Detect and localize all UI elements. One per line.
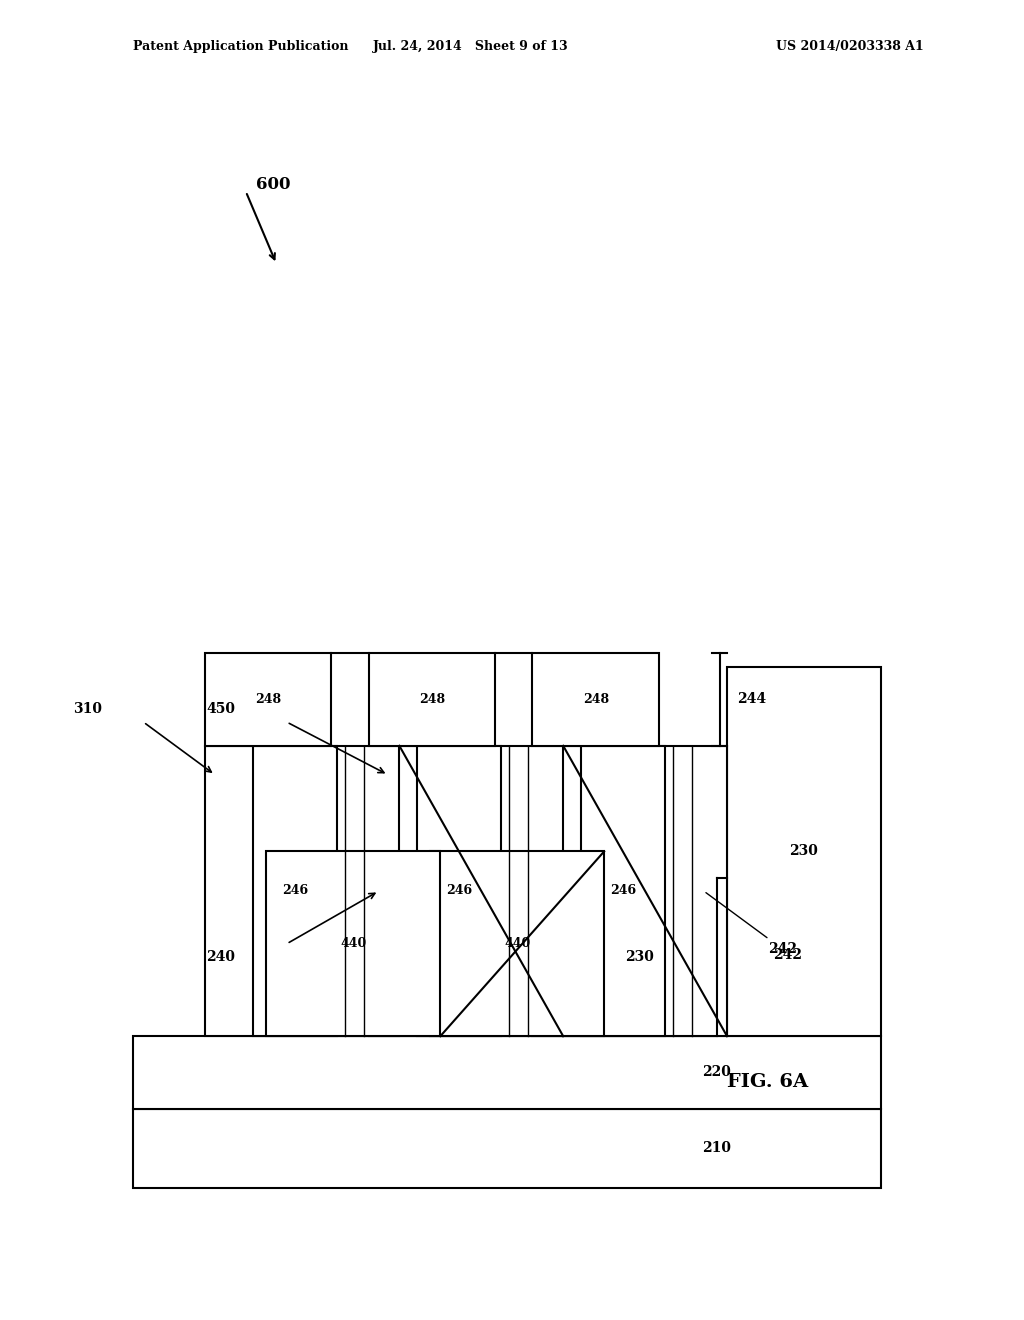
Text: 220: 220 bbox=[701, 1065, 730, 1080]
Text: FIG. 6A: FIG. 6A bbox=[727, 1073, 809, 1092]
Text: 440: 440 bbox=[340, 937, 367, 950]
FancyBboxPatch shape bbox=[563, 878, 717, 1036]
Text: 242: 242 bbox=[773, 948, 802, 962]
Text: 310: 310 bbox=[74, 702, 102, 715]
FancyBboxPatch shape bbox=[266, 851, 440, 1036]
Text: 246: 246 bbox=[283, 884, 308, 898]
Text: 230: 230 bbox=[790, 845, 818, 858]
Text: 240: 240 bbox=[207, 950, 236, 964]
FancyBboxPatch shape bbox=[532, 746, 727, 1036]
FancyBboxPatch shape bbox=[254, 746, 337, 1036]
Text: Patent Application Publication: Patent Application Publication bbox=[133, 40, 348, 53]
Text: 248: 248 bbox=[583, 693, 609, 706]
Text: 600: 600 bbox=[256, 177, 291, 193]
Text: 242: 242 bbox=[706, 892, 797, 956]
FancyBboxPatch shape bbox=[727, 667, 881, 1036]
Text: 440: 440 bbox=[504, 937, 530, 950]
FancyBboxPatch shape bbox=[430, 851, 604, 1036]
Text: 230: 230 bbox=[626, 950, 654, 964]
FancyBboxPatch shape bbox=[205, 746, 399, 1036]
Text: 210: 210 bbox=[701, 1142, 731, 1155]
Text: 246: 246 bbox=[446, 884, 472, 898]
FancyBboxPatch shape bbox=[133, 1109, 881, 1188]
FancyBboxPatch shape bbox=[369, 746, 563, 1036]
Text: 248: 248 bbox=[255, 693, 282, 706]
FancyBboxPatch shape bbox=[369, 653, 496, 746]
FancyBboxPatch shape bbox=[133, 1036, 881, 1109]
FancyBboxPatch shape bbox=[205, 653, 332, 746]
Text: 246: 246 bbox=[610, 884, 636, 898]
Text: US 2014/0203338 A1: US 2014/0203338 A1 bbox=[776, 40, 924, 53]
FancyBboxPatch shape bbox=[418, 746, 501, 1036]
FancyBboxPatch shape bbox=[532, 653, 659, 746]
Text: 244: 244 bbox=[737, 692, 766, 706]
Text: Jul. 24, 2014   Sheet 9 of 13: Jul. 24, 2014 Sheet 9 of 13 bbox=[373, 40, 569, 53]
Text: 248: 248 bbox=[419, 693, 445, 706]
FancyBboxPatch shape bbox=[582, 746, 665, 1036]
Text: 450: 450 bbox=[207, 702, 236, 715]
